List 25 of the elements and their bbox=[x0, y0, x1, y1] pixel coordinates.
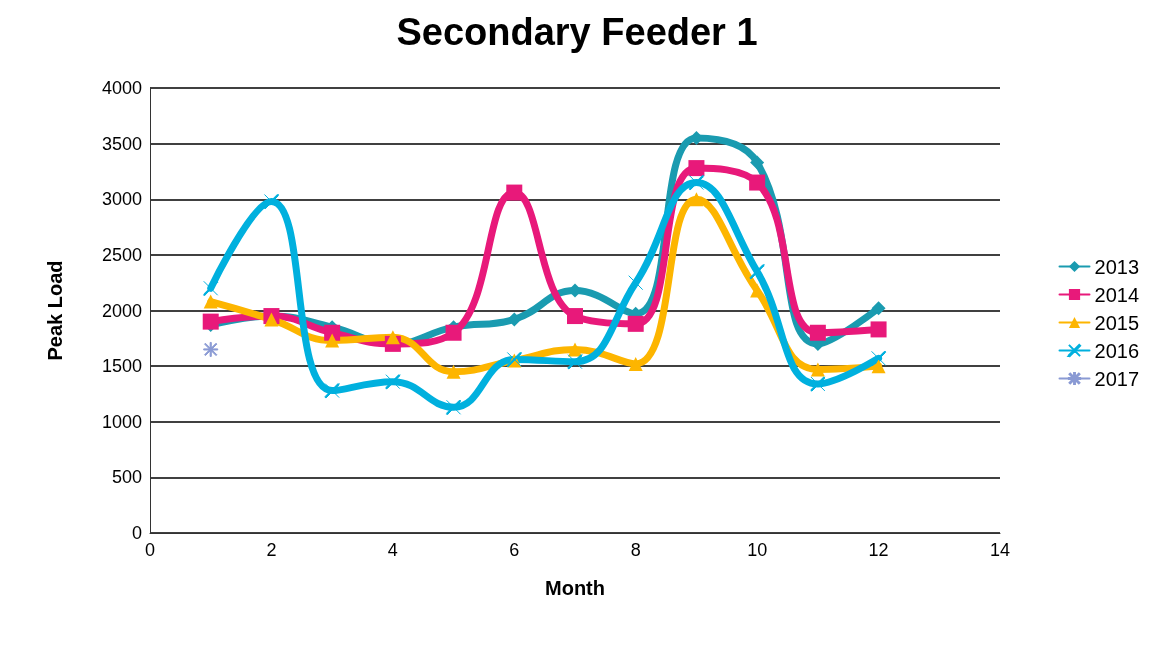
y-tick-label: 0 bbox=[131, 523, 142, 543]
y-tick-label: 2500 bbox=[101, 244, 142, 265]
y-tick-label: 4000 bbox=[101, 78, 142, 98]
y-tick-label: 2000 bbox=[101, 300, 142, 321]
x-tick-label: 14 bbox=[989, 540, 1011, 560]
y-tick-label: 3500 bbox=[101, 133, 142, 154]
x-tick-label: 0 bbox=[144, 540, 156, 560]
x-tick-label: 8 bbox=[630, 540, 641, 560]
legend-label: 2017 bbox=[1094, 367, 1140, 390]
y-tick-label: 1000 bbox=[101, 411, 142, 432]
y-axis-title: Peak Load bbox=[44, 260, 66, 361]
x-tick-label: 2 bbox=[266, 540, 277, 560]
y-tick-label: 3000 bbox=[101, 189, 142, 210]
x-tick-label: 6 bbox=[509, 540, 520, 560]
y-tick-label: 500 bbox=[111, 467, 142, 488]
x-axis-title: Month bbox=[545, 577, 605, 599]
legend-label: 2016 bbox=[1094, 339, 1140, 362]
legend-label: 2015 bbox=[1094, 311, 1140, 334]
chart-title: Secondary Feeder 1 bbox=[396, 11, 758, 53]
x-tick-label: 10 bbox=[747, 540, 768, 560]
x-tick-label: 4 bbox=[387, 540, 398, 560]
x-tick-label: 12 bbox=[868, 540, 889, 560]
legend-label: 2014 bbox=[1094, 283, 1140, 306]
y-tick-label: 1500 bbox=[101, 356, 142, 377]
legend-label: 2013 bbox=[1094, 255, 1140, 278]
